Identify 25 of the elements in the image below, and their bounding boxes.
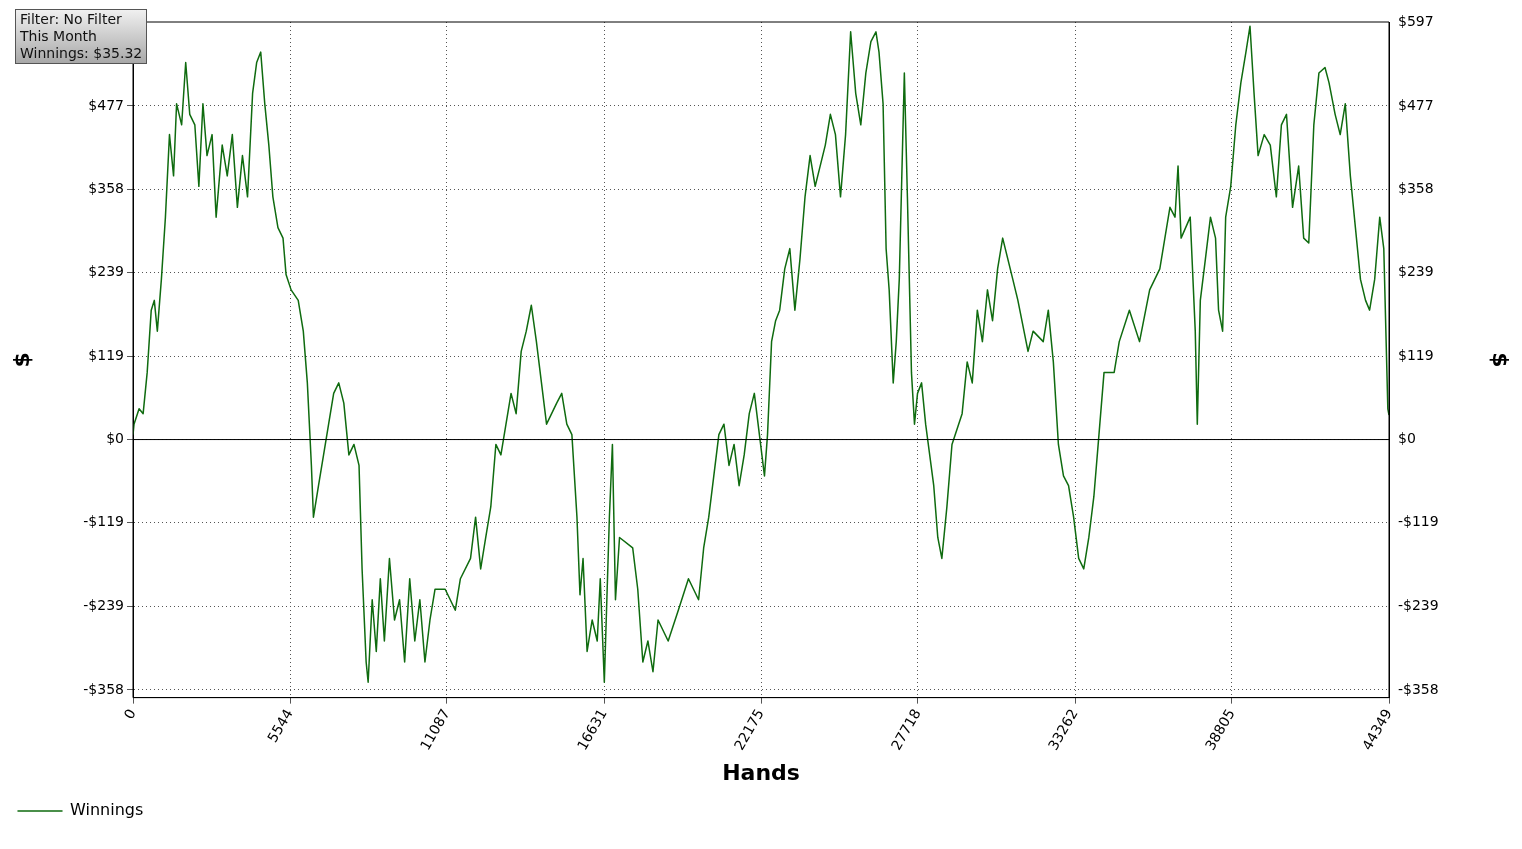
y2-tick-label: -$358 xyxy=(1398,680,1439,697)
x-tick-label: 0 xyxy=(120,706,139,722)
y2-axis-title: $ xyxy=(1488,352,1514,368)
text: Filter: No Filter xyxy=(20,11,123,28)
y-tick-label: $358 xyxy=(88,179,124,196)
y2-tick-label: -$119 xyxy=(1398,513,1439,530)
y2-tick-label: $239 xyxy=(1398,263,1434,280)
x-axis-title: Hands xyxy=(722,759,800,785)
y2-tick-label: $477 xyxy=(1398,96,1434,113)
y-axis-title: $ xyxy=(8,352,34,368)
y-tick-label: $477 xyxy=(88,96,124,113)
y-tick-label: $239 xyxy=(88,263,124,280)
y2-tick-label: $358 xyxy=(1398,179,1434,196)
annotation: Winnings: $35.32 xyxy=(20,45,143,62)
y2-tick-label: $597 xyxy=(1398,12,1434,29)
y-tick-label: -$119 xyxy=(83,513,124,530)
y-tick-label: -$358 xyxy=(83,680,124,697)
y-tick-label: $0 xyxy=(106,430,124,447)
y2-tick-label: $0 xyxy=(1398,430,1416,447)
y2-tick-label: -$239 xyxy=(1398,597,1439,614)
y-tick-label: -$239 xyxy=(83,597,124,614)
text: This Month xyxy=(20,28,98,45)
legend-label: Winnings xyxy=(70,800,144,820)
y-tick-label: $119 xyxy=(88,346,124,363)
y2-tick-label: $119 xyxy=(1398,346,1434,363)
